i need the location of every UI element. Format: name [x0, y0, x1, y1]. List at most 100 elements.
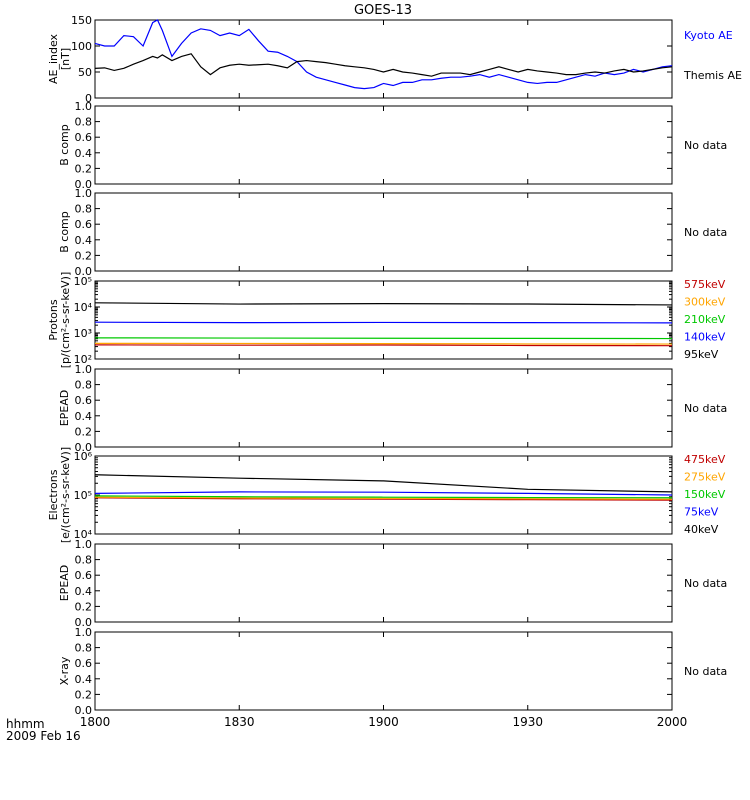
y-axis-label-line: Protons — [47, 299, 60, 340]
series-line-300kev — [94, 342, 673, 345]
legend-entry: 575keV — [684, 278, 726, 291]
y-tick-label: 0.4 — [75, 234, 93, 247]
panel-frame — [94, 368, 673, 448]
x-axis: 1800 1830 1900 1930 2000 — [80, 715, 688, 729]
y-tick-label: 100 — [71, 40, 92, 53]
x-tick-label: 1800 — [80, 715, 111, 729]
date-label: 2009 Feb 16 — [6, 729, 81, 743]
panel-1: 0 50 100 150 AE_index[nT] Kyoto AE Themis AE — [47, 14, 742, 105]
y-tick-label: 1.0 — [75, 538, 93, 551]
y-axis-label: Electrons[e/(cm²-s-sr-keV)] — [47, 447, 72, 543]
series-line-75kev — [94, 491, 673, 496]
y-tick-label: 0.8 — [75, 379, 93, 392]
legend-entry: 475keV — [684, 453, 726, 466]
legend-entry: Themis AE — [683, 69, 742, 82]
y-tick-label: 0.0 — [75, 704, 93, 717]
y-tick-label: 0 — [85, 92, 92, 105]
series-line-275kev — [94, 496, 673, 500]
x-tick-label: 1830 — [224, 715, 255, 729]
panel-frame — [94, 192, 673, 272]
y-tick-label: 10³ — [74, 327, 92, 340]
y-axis-label: X-ray — [58, 656, 71, 685]
x-tick-label: 1930 — [512, 715, 543, 729]
y-tick-label: 0.6 — [75, 657, 93, 670]
series-line-475kev — [94, 497, 673, 501]
no-data-note: No data — [684, 577, 727, 590]
y-tick-label: 0.0 — [75, 616, 93, 629]
no-data-note: No data — [684, 139, 727, 152]
y-tick-label: 50 — [78, 66, 92, 79]
panel-5: 0.0 0.2 0.4 0.6 0.8 1.0 EPEAD No data — [58, 363, 727, 454]
y-tick-label: 0.2 — [75, 249, 93, 262]
panel-7: 0.0 0.2 0.4 0.6 0.8 1.0 EPEAD No data — [58, 538, 727, 629]
legend-entry: 150keV — [684, 488, 726, 501]
y-tick-label: 1.0 — [75, 626, 93, 639]
y-tick-label: 0.4 — [75, 147, 93, 160]
y-axis-label: B comp — [58, 211, 71, 253]
series-line-150kev — [94, 495, 673, 499]
legend-entry: 210keV — [684, 313, 726, 326]
time-axis-label: hhmm — [6, 717, 45, 731]
legend-entry: 75keV — [684, 506, 719, 519]
panel-frame — [94, 105, 673, 185]
y-tick-label: 10⁴ — [74, 528, 93, 541]
series-line-themis-ae — [94, 53, 673, 77]
series-line-kyoto-ae — [94, 19, 673, 90]
series-line-575kev — [94, 344, 673, 347]
y-tick-label: 10² — [74, 353, 92, 366]
y-tick-label: 0.0 — [75, 441, 93, 454]
y-tick-label: 1.0 — [75, 187, 93, 200]
y-axis-label: AE_index[nT] — [47, 33, 72, 84]
legend-entry: 95keV — [684, 348, 719, 361]
chart-title: GOES-13 — [354, 3, 412, 18]
y-axis-label: EPEAD — [58, 565, 71, 602]
y-tick-label: 10⁶ — [74, 450, 93, 463]
y-tick-label: 0.2 — [75, 600, 93, 613]
no-data-note: No data — [684, 665, 727, 678]
y-tick-label: 10⁴ — [74, 301, 93, 314]
x-tick-label: 1900 — [368, 715, 399, 729]
y-tick-label: 0.8 — [75, 642, 93, 655]
y-tick-label: 0.6 — [75, 131, 93, 144]
series-line-40kev — [94, 474, 673, 493]
y-tick-label: 0.6 — [75, 394, 93, 407]
series-line-210kev — [94, 337, 673, 340]
y-axis-label-line: Electrons — [47, 469, 60, 520]
y-tick-label: 0.6 — [75, 569, 93, 582]
panel-8: 0.0 0.2 0.4 0.6 0.8 1.0 X-ray No data — [58, 626, 727, 717]
y-tick-label: 10⁵ — [74, 275, 92, 288]
panel-3: 0.0 0.2 0.4 0.6 0.8 1.0 B comp No data — [58, 187, 727, 278]
y-tick-label: 0.4 — [75, 673, 93, 686]
y-axis-label: Protons[p/(cm²-s-sr-keV)] — [47, 272, 72, 369]
y-tick-label: 1.0 — [75, 100, 93, 113]
panel-frame — [94, 455, 673, 535]
y-tick-label: 10⁵ — [74, 489, 92, 502]
y-tick-label: 0.0 — [75, 178, 93, 191]
legend-entry: 40keV — [684, 523, 719, 536]
no-data-note: No data — [684, 402, 727, 415]
y-axis-label-line: AE_index — [47, 33, 60, 84]
y-tick-label: 0.4 — [75, 585, 93, 598]
panels-group: 0 50 100 150 AE_index[nT] Kyoto AE Themis AE 0.… — [47, 14, 742, 717]
y-tick-label: 0.6 — [75, 218, 93, 231]
legend-entry: Kyoto AE — [684, 29, 733, 42]
no-data-note: No data — [684, 226, 727, 239]
y-tick-label: 150 — [71, 14, 92, 27]
panel-frame — [94, 543, 673, 623]
y-tick-label: 0.2 — [75, 425, 93, 438]
y-axis-label-line: [p/(cm²-s-sr-keV)] — [59, 272, 72, 369]
y-axis-label: B comp — [58, 124, 71, 166]
y-tick-label: 0.4 — [75, 410, 93, 423]
panel-frame — [94, 280, 673, 360]
y-tick-label: 0.2 — [75, 688, 93, 701]
y-tick-label: 1.0 — [75, 363, 93, 376]
y-tick-label: 0.2 — [75, 162, 93, 175]
y-axis-label-line: [nT] — [59, 48, 72, 70]
legend-entry: 300keV — [684, 296, 726, 309]
x-tick-label: 2000 — [657, 715, 688, 729]
y-tick-label: 0.8 — [75, 554, 93, 567]
series-line-140kev — [94, 321, 673, 324]
